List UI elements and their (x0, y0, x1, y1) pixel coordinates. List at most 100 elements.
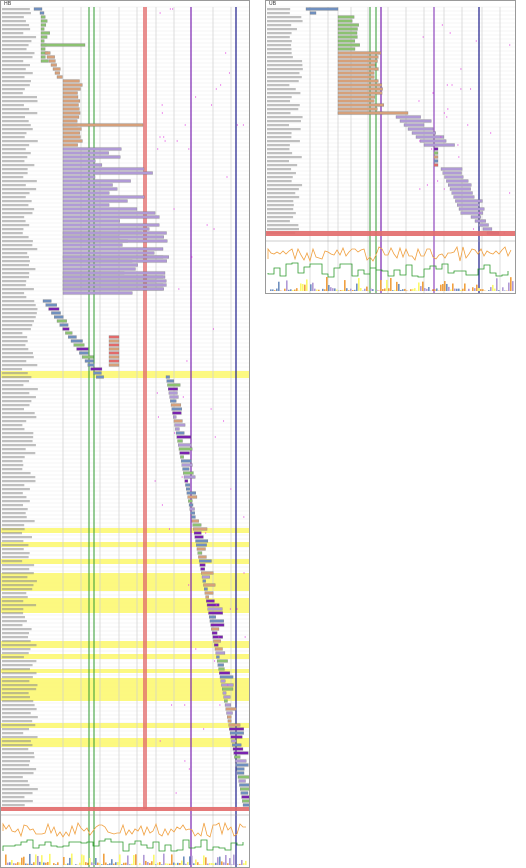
timeline-bar (337, 15, 355, 19)
activity-spike (388, 288, 390, 291)
row-label-mark (267, 72, 300, 75)
timeline-bar (174, 423, 186, 427)
timeline-bar (62, 195, 145, 199)
row-label-mark (2, 152, 31, 155)
row-label-mark (2, 652, 29, 655)
activity-spike (205, 857, 207, 865)
activity-spike (316, 289, 318, 291)
event-dot (164, 140, 166, 142)
row-label-mark (2, 216, 25, 219)
cpu-usage-line (267, 245, 512, 263)
timeline-bar (185, 483, 191, 487)
activity-spike (372, 289, 374, 291)
timeline-bar (40, 27, 45, 31)
activity-spike (426, 288, 428, 291)
activity-spike (219, 856, 221, 865)
activity-spike (85, 862, 87, 865)
event-dot (460, 68, 462, 70)
activity-spike (410, 289, 412, 291)
activity-spike (496, 278, 498, 291)
timeline-bar (337, 27, 358, 31)
timeline-bar (62, 171, 153, 175)
row-label-mark (2, 500, 30, 503)
row-label-mark (2, 348, 29, 351)
activity-spike (193, 863, 195, 865)
timeline-bar (170, 403, 182, 407)
event-dot (194, 96, 197, 98)
timeline-bar (73, 343, 85, 347)
activity-spike (183, 856, 185, 865)
event-dot (422, 36, 424, 38)
row-label-mark (2, 460, 23, 463)
activity-spike (366, 286, 368, 291)
timeline-bar (212, 635, 223, 639)
activity-spike (494, 288, 496, 291)
row-label-mark (2, 380, 30, 383)
activity-spike (512, 281, 514, 291)
timeline-bar (62, 135, 81, 139)
activity-spike (223, 862, 225, 865)
timeline-bar (175, 427, 180, 431)
row-label-mark (267, 192, 296, 195)
timeline-bar (173, 415, 177, 419)
event-dot (432, 92, 434, 94)
row-label-mark (2, 792, 33, 795)
activity-spike (434, 289, 436, 291)
timeline-bar (42, 299, 52, 303)
timeline-bar (337, 35, 358, 39)
timeline-bar (62, 283, 167, 287)
activity-spike (213, 863, 215, 865)
row-label-mark (267, 48, 292, 51)
timeline-bar (62, 95, 79, 99)
event-dot (178, 288, 180, 290)
activity-spike (402, 289, 404, 291)
event-dot (191, 256, 193, 258)
event-dot (419, 140, 421, 142)
activity-spike (125, 862, 127, 865)
timeline-bar (455, 199, 483, 203)
row-label-mark (2, 524, 25, 527)
row-label-mark (2, 540, 24, 543)
timeline-bar (108, 351, 120, 355)
timeline-bar (207, 607, 223, 611)
timeline-bar (337, 99, 375, 103)
memory-usage-line (2, 838, 244, 852)
timeline-bar (62, 111, 81, 115)
timeline-bar (96, 375, 104, 379)
activity-spike (47, 862, 49, 865)
row-label-mark (2, 796, 25, 799)
timeline-bar (222, 691, 227, 695)
row-label-mark (267, 92, 301, 95)
timeline-bar (446, 179, 469, 183)
timeline-bar (189, 507, 195, 511)
row-label-mark (2, 344, 26, 347)
timeline-bar (188, 503, 194, 507)
timeline-bar (433, 155, 439, 159)
timeline-bar (62, 119, 78, 123)
timeline-bar (213, 639, 221, 643)
row-label-mark (2, 252, 28, 255)
activity-spike (450, 289, 452, 291)
row-label-mark (267, 148, 290, 151)
row-label-mark (2, 220, 26, 223)
activity-spike (322, 288, 324, 291)
row-label-mark (2, 580, 37, 583)
timeline-bar (62, 235, 164, 239)
activity-spike (412, 288, 414, 291)
timeline-bar (205, 595, 209, 599)
timeline-bar (62, 267, 136, 271)
activity-spike (386, 279, 388, 291)
event-dot (161, 104, 163, 106)
row-label-mark (2, 720, 33, 723)
event-dot (418, 100, 420, 102)
timeline-bar (224, 703, 231, 707)
row-label-mark (2, 148, 26, 151)
activity-spike (294, 289, 296, 291)
activity-spike (195, 859, 197, 865)
row-label-mark (267, 12, 290, 15)
timeline-bar (470, 215, 481, 219)
row-label-mark (2, 488, 30, 491)
timeline-bar (172, 411, 182, 415)
timeline-bar (239, 783, 249, 787)
row-label-mark (2, 32, 24, 35)
